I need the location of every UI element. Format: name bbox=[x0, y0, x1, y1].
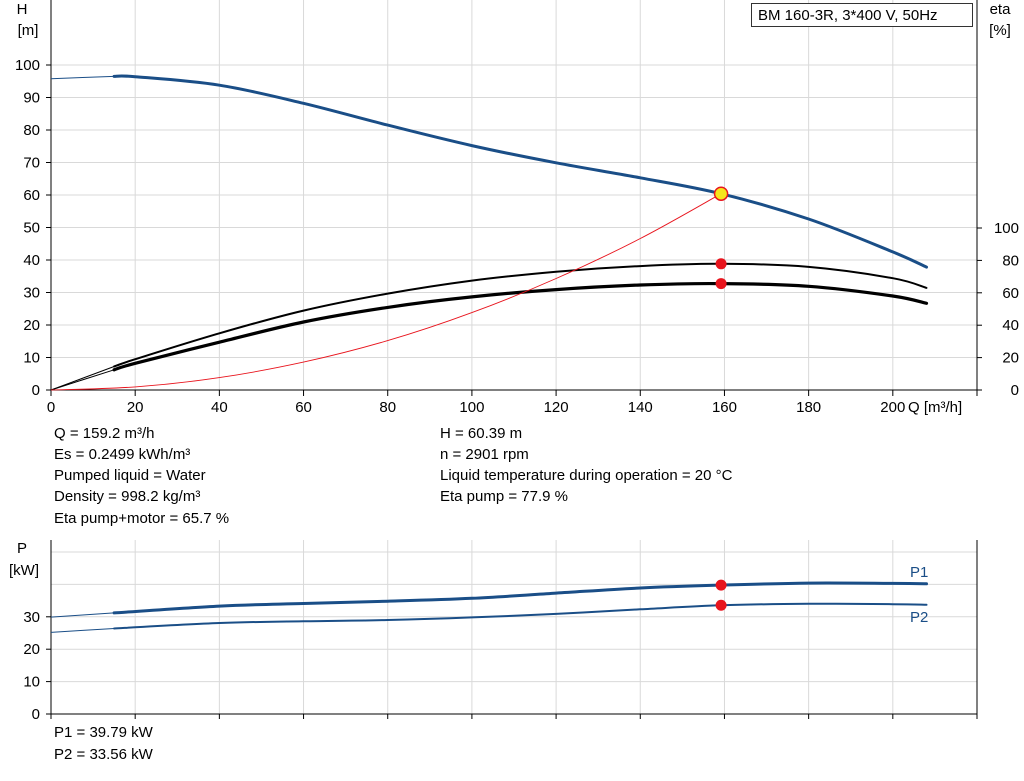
head-curve-extrapolation bbox=[50, 75, 115, 80]
x-tick-label: 100 bbox=[459, 399, 484, 416]
power-chart-grid bbox=[50, 540, 978, 715]
operating-point-eta-total bbox=[715, 278, 727, 290]
y-tick-label: 80 bbox=[23, 122, 40, 139]
x-tick-label: 120 bbox=[544, 399, 569, 416]
y-axis-unit-h: [m] bbox=[18, 22, 39, 39]
y-tick-label: 10 bbox=[23, 350, 40, 367]
operating-point-p2 bbox=[715, 599, 727, 611]
y2-tick-label: 60 bbox=[1002, 285, 1019, 302]
y2-tick-label: 80 bbox=[1002, 252, 1019, 269]
y-axis-unit-p: [kW] bbox=[9, 562, 39, 579]
x-tick-label: 80 bbox=[379, 399, 396, 416]
x-tick-label: 40 bbox=[211, 399, 228, 416]
y2-tick-label: 40 bbox=[1002, 317, 1019, 334]
p2-curve-extrapolation bbox=[50, 628, 115, 633]
y-tick-label: 20 bbox=[23, 317, 40, 334]
readout-p1: P1 = 39.79 kW bbox=[54, 724, 153, 741]
x-tick-label: 20 bbox=[127, 399, 144, 416]
head-curve bbox=[112, 74, 928, 269]
info-eta-total: Eta pump+motor = 65.7 % bbox=[54, 510, 230, 527]
eta-pump-curve bbox=[113, 262, 928, 368]
y-tick-label: 100 bbox=[15, 57, 40, 74]
x-tick-label: 140 bbox=[628, 399, 653, 416]
y-tick-label: 90 bbox=[23, 90, 40, 107]
y2-tick-label: 20 bbox=[1002, 350, 1019, 367]
x-tick-label: 0 bbox=[47, 399, 55, 416]
power-chart-operating-points bbox=[715, 579, 727, 611]
info-liquid: Pumped liquid = Water bbox=[54, 467, 206, 484]
y-tick-label: 30 bbox=[23, 285, 40, 302]
y2-axis-unit-eta: [%] bbox=[989, 22, 1011, 39]
eta-pump-motor-curve bbox=[112, 281, 929, 372]
power-chart-frame bbox=[50, 540, 978, 715]
p2-curve bbox=[113, 602, 928, 630]
eta-pump-motor-curve-extrapolation bbox=[50, 369, 115, 391]
p1-curve bbox=[112, 581, 928, 615]
info-temperature: Liquid temperature during operation = 20… bbox=[440, 467, 733, 484]
main-chart-grid bbox=[50, 0, 978, 391]
series-label-p1: P1 bbox=[910, 564, 928, 581]
y2-tick-label: 0 bbox=[1011, 382, 1019, 399]
operating-point-head bbox=[713, 186, 729, 201]
y2-tick-label: 100 bbox=[994, 220, 1019, 237]
y-tick-label: 40 bbox=[23, 252, 40, 269]
x-tick-label: 60 bbox=[295, 399, 312, 416]
x-axis-label: Q [m³/h] bbox=[908, 399, 962, 416]
y-tick-label: 0 bbox=[32, 382, 40, 399]
power-chart-series bbox=[50, 581, 928, 633]
series-label-p2: P2 bbox=[910, 609, 928, 626]
main-chart-series bbox=[50, 74, 929, 391]
power-y-tick-label: 10 bbox=[23, 674, 40, 691]
y2-axis-label-eta: eta bbox=[990, 1, 1012, 18]
main-chart-ticks: 0 10 20 30 40 50 60 70 80 90 100 0 20 40 60 80 100 0 20 40 6… bbox=[15, 57, 1019, 416]
x-tick-label: 200 bbox=[880, 399, 905, 416]
info-h: H = 60.39 m bbox=[440, 425, 523, 442]
info-es: Es = 0.2499 kWh/m³ bbox=[54, 446, 191, 463]
power-y-tick-label: 30 bbox=[23, 609, 40, 626]
info-n: n = 2901 rpm bbox=[440, 446, 529, 463]
x-tick-label: 180 bbox=[796, 399, 821, 416]
info-density: Density = 998.2 kg/m³ bbox=[54, 488, 201, 505]
y-axis-label-h: H bbox=[17, 1, 28, 18]
operating-point-eta-pump bbox=[715, 258, 727, 270]
info-eta-pump: Eta pump = 77.9 % bbox=[440, 488, 568, 505]
y-tick-label: 60 bbox=[23, 187, 40, 204]
main-chart-operating-points bbox=[713, 186, 729, 290]
x-tick-label: 160 bbox=[712, 399, 737, 416]
p1-curve-extrapolation bbox=[50, 612, 115, 618]
operating-point-p1 bbox=[715, 579, 727, 591]
pump-model-label: BM 160-3R, 3*400 V, 50Hz bbox=[751, 3, 973, 27]
readout-p2: P2 = 33.56 kW bbox=[54, 746, 153, 763]
power-y-tick-label: 20 bbox=[23, 641, 40, 658]
power-y-tick-label: 0 bbox=[32, 706, 40, 723]
power-chart-ticks: 0 10 20 30 bbox=[23, 609, 978, 723]
info-q: Q = 159.2 m³/h bbox=[54, 425, 155, 442]
y-tick-label: 50 bbox=[23, 220, 40, 237]
system-curve bbox=[50, 193, 722, 391]
y-tick-label: 70 bbox=[23, 155, 40, 172]
y-axis-label-p: P bbox=[17, 540, 27, 557]
